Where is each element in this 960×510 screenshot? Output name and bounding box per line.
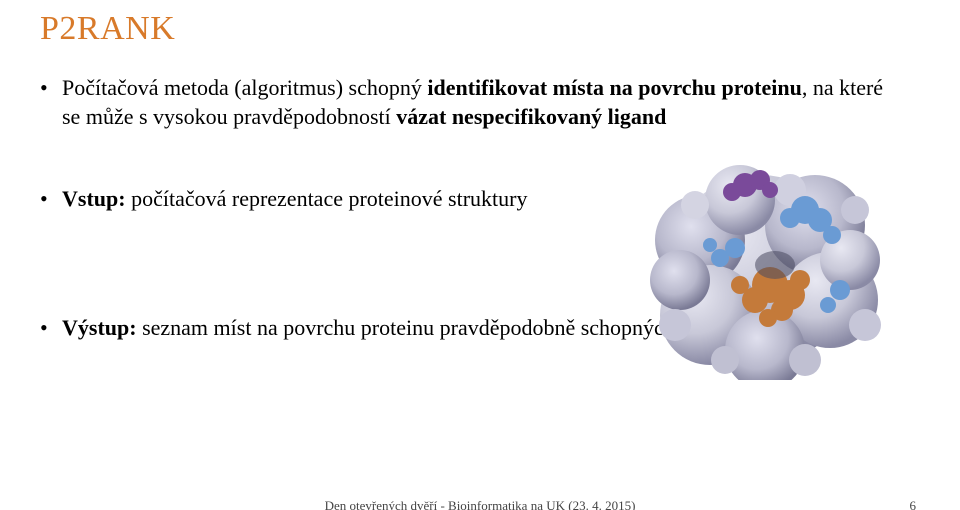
bullet-text-bold: Výstup: bbox=[62, 315, 142, 340]
bullet-text: Počítačová metoda (algoritmus) schopný bbox=[62, 75, 427, 100]
protein-structure-figure bbox=[640, 150, 890, 380]
page-number: 6 bbox=[910, 498, 917, 510]
bullet-item: Vstup: počítačová reprezentace proteinov… bbox=[40, 185, 580, 214]
bullet-item: Počítačová metoda (algoritmus) schopný i… bbox=[40, 74, 900, 131]
bullet-text-bold: identifikovat místa na povrchu proteinu bbox=[427, 75, 801, 100]
bullet-text: počítačová reprezentace proteinové struk… bbox=[131, 186, 527, 211]
pocket-shadow bbox=[755, 251, 795, 279]
slide-title: P2RANK bbox=[40, 10, 920, 48]
bullet-text-bold: vázat nespecifikovaný ligand bbox=[396, 104, 666, 129]
footer-caption: Den otevřených dvěří - Bioinformatika na… bbox=[325, 498, 636, 510]
slide: P2RANK Počítačová metoda (algoritmus) sc… bbox=[0, 0, 960, 510]
bullet-text-bold: Vstup: bbox=[62, 186, 131, 211]
